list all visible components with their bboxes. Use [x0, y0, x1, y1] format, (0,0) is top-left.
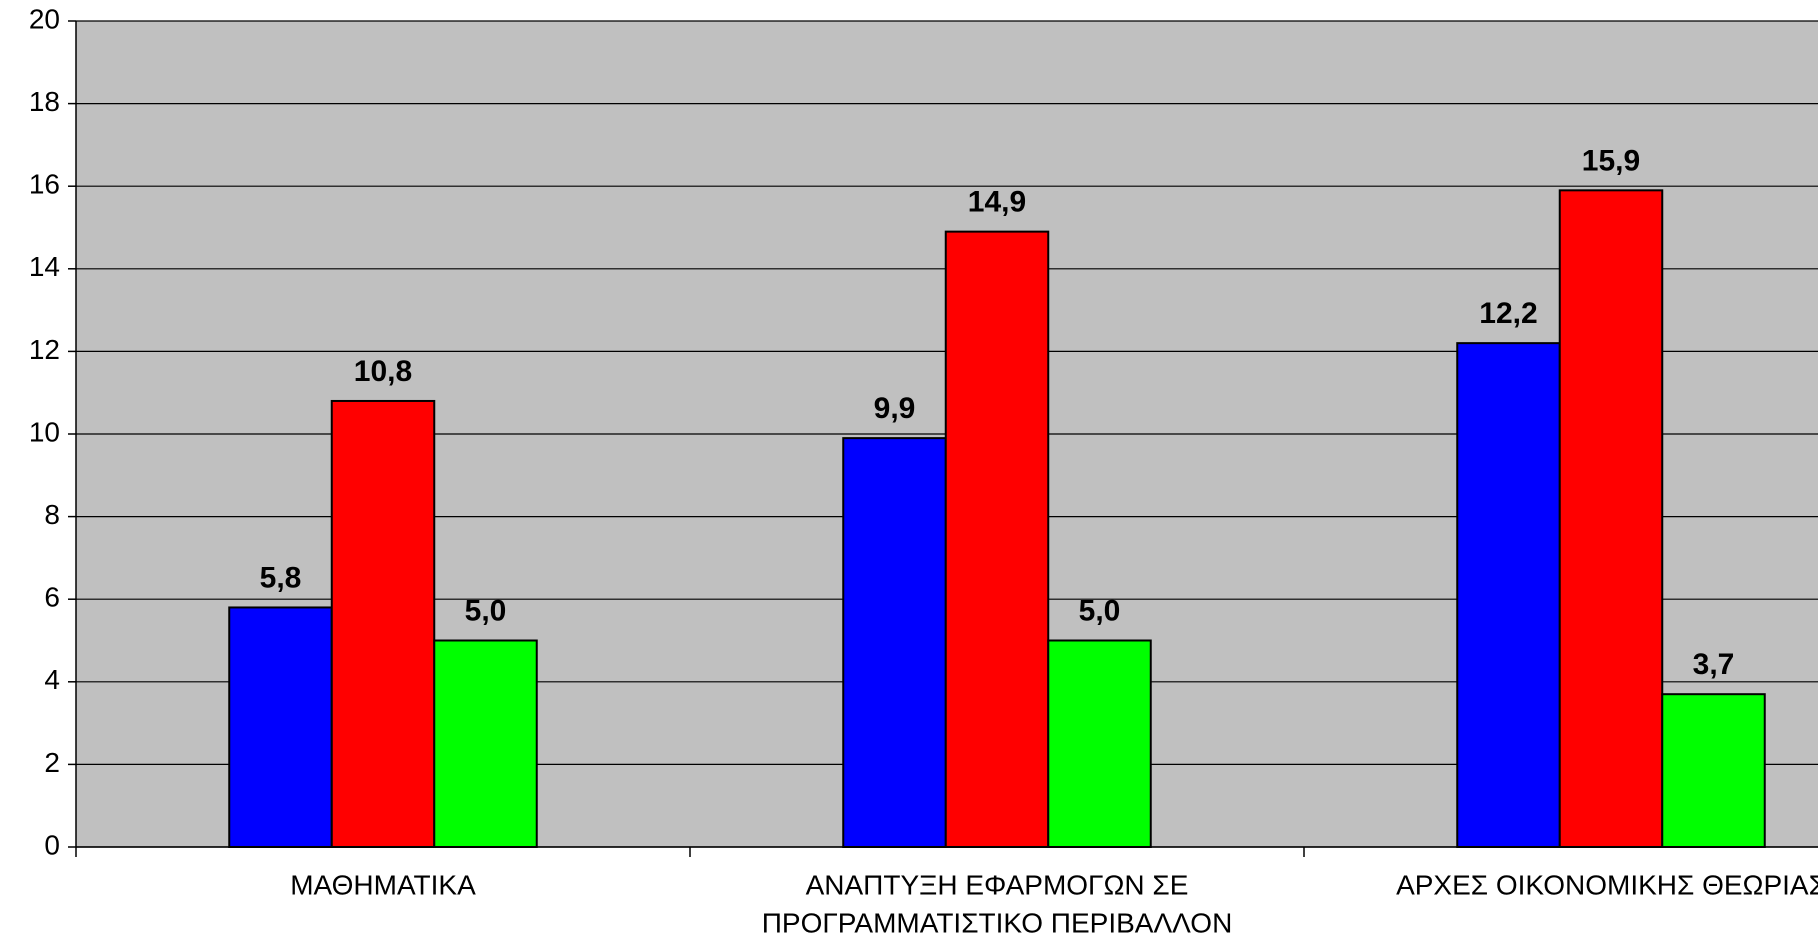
y-tick-label: 6 [44, 582, 60, 613]
bar [1661, 693, 1766, 848]
y-tick-label: 12 [29, 334, 60, 365]
y-tick-label: 14 [29, 251, 60, 282]
bar [228, 606, 333, 849]
value-label: 14,9 [968, 186, 1026, 219]
y-tick-label: 10 [29, 416, 60, 447]
value-label: 9,9 [874, 392, 916, 425]
y-tick-label: 0 [44, 829, 60, 860]
bar [433, 639, 538, 848]
y-tick-label: 2 [44, 747, 60, 778]
bar [842, 437, 947, 848]
x-tick-label: ΠΡΟΓΡΑΜΜΑΤΙΣΤΙΚΟ ΠΕΡΙΒΑΛΛΟΝ [762, 907, 1233, 933]
bar [1047, 639, 1152, 848]
value-label: 5,8 [260, 561, 302, 594]
value-label: 5,0 [1079, 594, 1121, 627]
bar [330, 399, 436, 848]
x-tick-label: ΑΡΧΕΣ ΟΙΚΟΝΟΜΙΚΗΣ ΘΕΩΡΙΑΣ [1396, 869, 1818, 900]
bar [1558, 189, 1664, 848]
x-tick-label: ΑΝΑΠΤΥΞΗ ΕΦΑΡΜΟΓΩΝ ΣΕ [806, 869, 1189, 900]
y-tick-label: 18 [29, 86, 60, 117]
value-label: 15,9 [1582, 144, 1640, 177]
value-label: 5,0 [465, 594, 507, 627]
value-label: 10,8 [354, 355, 412, 388]
bar [1456, 342, 1561, 848]
value-label: 3,7 [1693, 648, 1735, 681]
y-tick-label: 8 [44, 499, 60, 530]
y-tick-label: 16 [29, 169, 60, 200]
x-tick-label: ΜΑΘΗΜΑΤΙΚΑ [290, 869, 476, 900]
value-label: 12,2 [1479, 297, 1537, 330]
y-tick-label: 4 [44, 664, 60, 695]
y-tick-label: 20 [29, 3, 60, 34]
bar [944, 230, 1050, 848]
